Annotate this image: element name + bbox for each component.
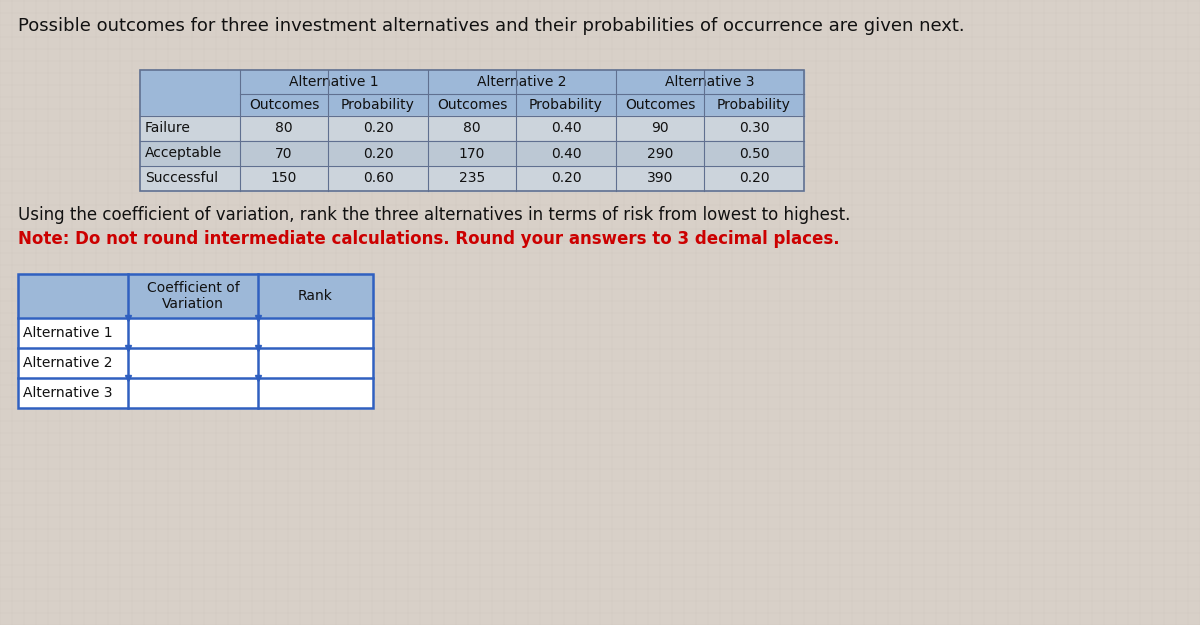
Text: 170: 170 [458, 146, 485, 161]
Text: 0.40: 0.40 [551, 146, 581, 161]
Text: Alternative 3: Alternative 3 [665, 75, 755, 89]
Text: Alternative 2: Alternative 2 [23, 356, 113, 370]
Text: 150: 150 [271, 171, 298, 186]
Text: 0.40: 0.40 [551, 121, 581, 136]
Text: Probability: Probability [718, 98, 791, 112]
Bar [140, 141, 804, 166]
Text: 80: 80 [275, 121, 293, 136]
Text: 0.30: 0.30 [739, 121, 769, 136]
Bar [18, 378, 373, 408]
Bar [18, 318, 373, 348]
Text: 70: 70 [275, 146, 293, 161]
Text: Possible outcomes for three investment alternatives and their probabilities of o: Possible outcomes for three investment a… [18, 17, 965, 35]
Text: Using the coefficient of variation, rank the three alternatives in terms of risk: Using the coefficient of variation, rank… [18, 206, 851, 224]
Text: Acceptable: Acceptable [145, 146, 222, 161]
Text: 0.60: 0.60 [362, 171, 394, 186]
Text: Rank: Rank [298, 289, 332, 303]
Text: Probability: Probability [341, 98, 415, 112]
Text: 0.20: 0.20 [739, 171, 769, 186]
Text: 235: 235 [458, 171, 485, 186]
Bar [18, 348, 373, 378]
Text: Probability: Probability [529, 98, 602, 112]
Text: Failure: Failure [145, 121, 191, 136]
Text: Outcomes: Outcomes [437, 98, 508, 112]
Text: 0.20: 0.20 [362, 146, 394, 161]
Text: 390: 390 [647, 171, 673, 186]
Text: Outcomes: Outcomes [625, 98, 695, 112]
Text: Note: Do not round intermediate calculations. Round your answers to 3 decimal pl: Note: Do not round intermediate calculat… [18, 230, 840, 248]
Text: Alternative 2: Alternative 2 [478, 75, 566, 89]
Text: Coefficient of
Variation: Coefficient of Variation [146, 281, 239, 311]
Bar [140, 70, 804, 94]
Text: Alternative 3: Alternative 3 [23, 386, 113, 400]
Text: 90: 90 [652, 121, 668, 136]
Text: 0.20: 0.20 [362, 121, 394, 136]
Bar [18, 274, 373, 408]
Text: Outcomes: Outcomes [248, 98, 319, 112]
Bar [140, 70, 804, 191]
Text: Alternative 1: Alternative 1 [23, 326, 113, 340]
Text: Alternative 1: Alternative 1 [289, 75, 379, 89]
Bar [140, 116, 804, 141]
Text: 80: 80 [463, 121, 481, 136]
Text: 0.20: 0.20 [551, 171, 581, 186]
Text: 290: 290 [647, 146, 673, 161]
Text: Successful: Successful [145, 171, 218, 186]
Bar [140, 166, 804, 191]
Bar [18, 274, 373, 318]
Text: 0.50: 0.50 [739, 146, 769, 161]
Bar [140, 94, 804, 116]
